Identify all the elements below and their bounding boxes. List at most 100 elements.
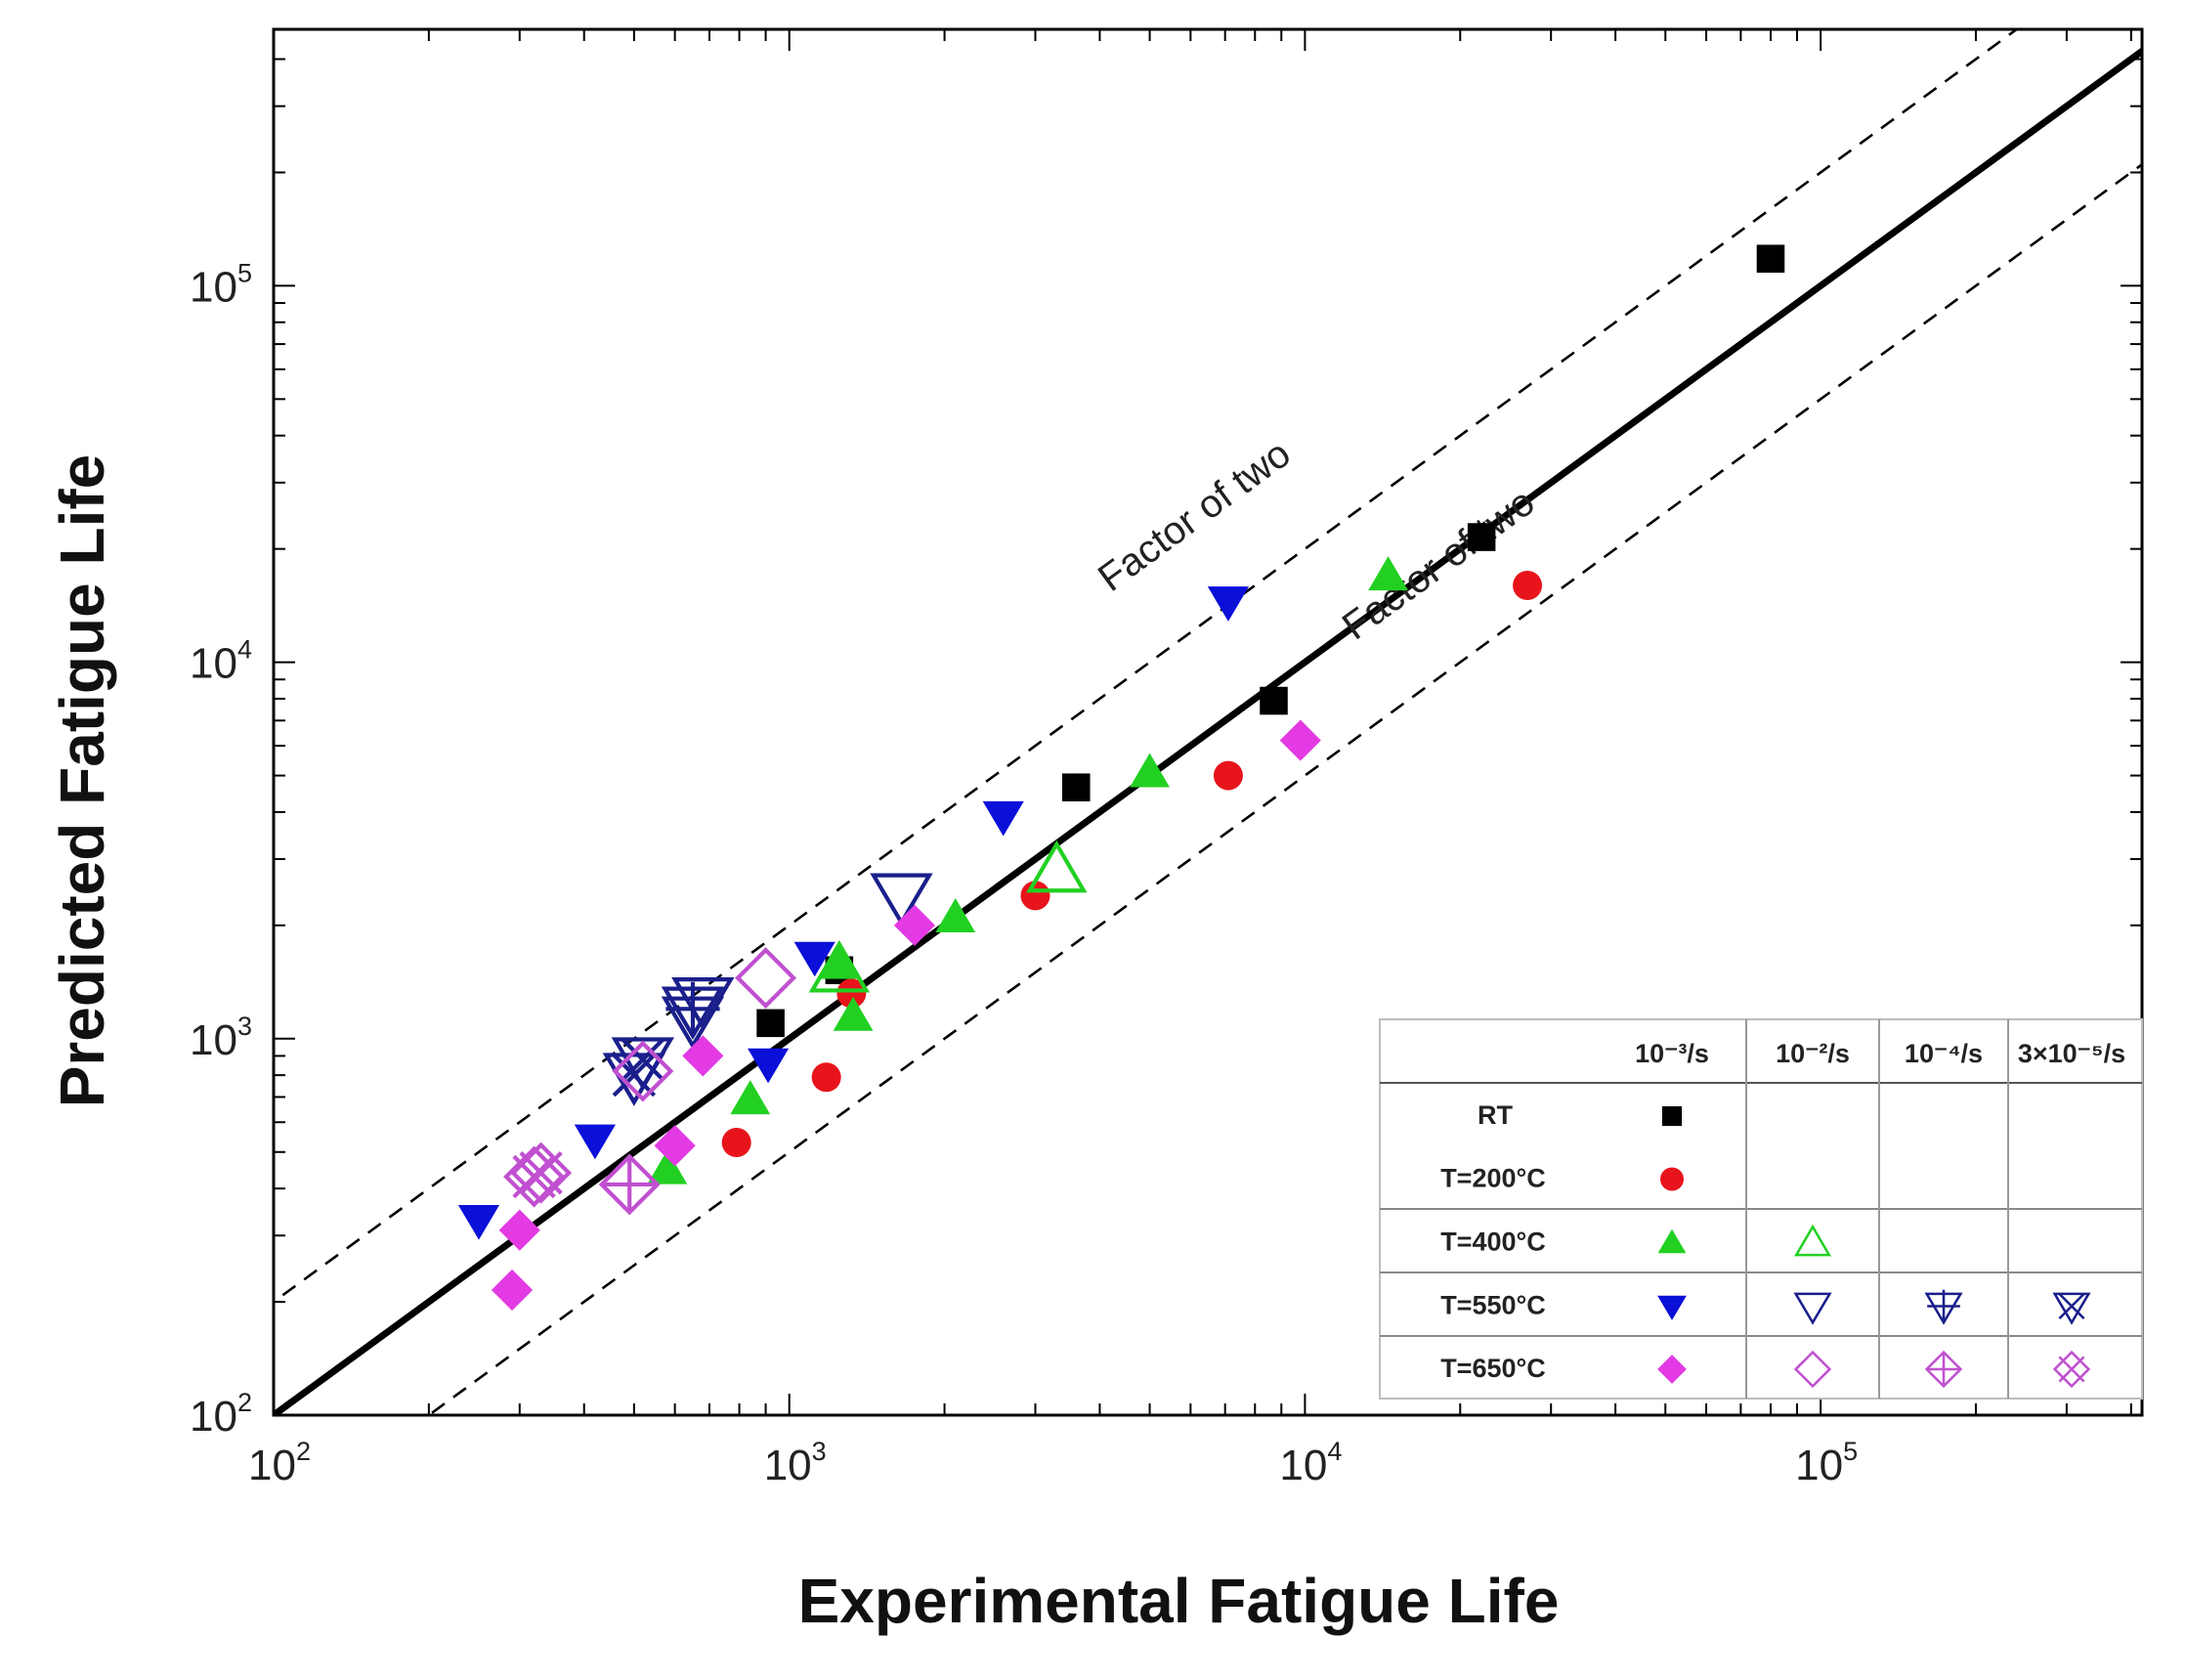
triangle-down-shape xyxy=(870,873,933,927)
series-T200C-10 xyxy=(721,570,1543,1158)
circle-shape xyxy=(1020,881,1050,911)
series-T650C-10 xyxy=(491,719,1321,1312)
data-point xyxy=(756,1009,785,1038)
triangle-down-shape xyxy=(748,1048,790,1084)
data-point xyxy=(1513,570,1543,600)
data-point xyxy=(833,996,874,1031)
data-point xyxy=(647,1149,688,1185)
y-tick-label: 102 xyxy=(190,1388,252,1441)
legend-marker xyxy=(1924,1289,1963,1325)
triangle-up-shape xyxy=(935,897,976,932)
diamond-shape xyxy=(598,1153,661,1216)
triangle-down-shape xyxy=(1207,586,1249,622)
legend-row-label: T=400°C xyxy=(1440,1228,1546,1257)
data-point xyxy=(1467,523,1496,551)
triangle-down-shape xyxy=(982,800,1024,837)
x-tick-label: 104 xyxy=(1279,1437,1342,1489)
triangle-up-shape xyxy=(647,1149,688,1185)
square-shape xyxy=(1260,686,1288,715)
triangle-down-shape xyxy=(2052,1292,2091,1325)
legend: 10⁻³/s 10⁻²/s 10⁻⁴/s 3×10⁻⁵/s RT T=200°C T=400… xyxy=(1379,1018,2143,1400)
plot-frame xyxy=(272,27,2144,1417)
legend-column-header: 10⁻³/s xyxy=(1635,1039,1709,1068)
diamond-shape xyxy=(2052,1350,2091,1389)
diamond-shape xyxy=(612,1040,674,1102)
data-point xyxy=(1368,556,1408,591)
legend-marker xyxy=(1793,1292,1832,1325)
legend-column-header: 10⁻⁴/s xyxy=(1905,1039,1983,1068)
triangle-down-shape xyxy=(793,941,836,977)
diamond-shape xyxy=(503,1145,566,1208)
legend-row-label: T=650°C xyxy=(1440,1354,1546,1383)
data-point xyxy=(793,941,836,977)
diamond-shape xyxy=(498,1209,540,1251)
annotation-lower-factor-of-two: Factor of two xyxy=(1335,480,1543,648)
diamond-shape xyxy=(1279,719,1321,761)
data-point xyxy=(836,978,867,1009)
plot-border xyxy=(272,27,2144,1417)
data-point xyxy=(730,1080,771,1115)
legend-marker xyxy=(1660,1167,1684,1191)
data-point xyxy=(735,947,797,1010)
data-point xyxy=(808,939,871,993)
axis-titles: Experimental Fatigue Life Predicted Fati… xyxy=(47,454,1559,1636)
triangle-up-shape xyxy=(1026,840,1088,893)
square-shape xyxy=(1061,773,1091,801)
triangle-up-shape xyxy=(730,1080,771,1115)
axis-ticks: 102 103 104 105 102 103 104 105 xyxy=(190,29,2142,1489)
data-point xyxy=(612,1040,674,1102)
data-point xyxy=(819,944,860,979)
triangle-up-shape xyxy=(1793,1224,1832,1257)
data-point xyxy=(654,1125,696,1167)
circle-shape xyxy=(721,1128,751,1158)
data-point xyxy=(498,1209,540,1251)
legend-marker xyxy=(2052,1292,2091,1325)
data-point xyxy=(1260,686,1288,715)
x-axis-title: Experimental Fatigue Life xyxy=(798,1566,1560,1636)
cross-b xyxy=(2058,1293,2085,1319)
triangle-down-shape xyxy=(574,1124,616,1160)
circle-shape xyxy=(1660,1167,1684,1191)
legend-marker xyxy=(1661,1105,1683,1127)
diamond-shape xyxy=(1924,1350,1963,1389)
circle-shape xyxy=(836,978,867,1009)
diamond-shape xyxy=(1657,1355,1687,1384)
upper-factor-of-two-line xyxy=(274,29,2019,1304)
data-point xyxy=(457,1204,500,1240)
circle-shape xyxy=(1513,570,1543,600)
series-T550C-10 xyxy=(661,981,725,1041)
annotation-upper-factor-of-two: Factor of two xyxy=(1091,432,1299,600)
triangle-down-shape xyxy=(1657,1295,1687,1320)
legend-marker xyxy=(2052,1350,2091,1389)
legend-column-header: 10⁻²/s xyxy=(1776,1039,1850,1068)
data-points xyxy=(457,244,1785,1312)
data-point xyxy=(1207,586,1249,622)
diamond-shape xyxy=(682,1035,724,1077)
x-tick-label: 102 xyxy=(248,1437,311,1489)
data-point xyxy=(602,1053,666,1106)
data-point xyxy=(574,1124,616,1160)
data-point xyxy=(721,1128,751,1158)
square-shape xyxy=(1467,523,1496,551)
data-point xyxy=(1130,753,1170,788)
circle-shape xyxy=(1213,760,1243,791)
legend-row-label: T=550°C xyxy=(1440,1291,1546,1320)
diamond-shape xyxy=(510,1142,573,1204)
perfect-agreement-line xyxy=(274,47,2142,1415)
data-point xyxy=(982,800,1024,837)
data-point xyxy=(1213,760,1243,791)
data-point xyxy=(1279,719,1321,761)
data-point xyxy=(870,873,933,927)
y-tick-label: 103 xyxy=(190,1012,252,1064)
series-T400C-10 xyxy=(808,840,1088,993)
triangle-up-shape xyxy=(819,944,860,979)
circle-shape xyxy=(811,1062,841,1093)
cross-b xyxy=(612,1053,657,1098)
data-point xyxy=(935,897,976,932)
series-T550C-10 xyxy=(457,586,1249,1240)
data-point xyxy=(510,1142,573,1204)
data-point xyxy=(893,904,936,946)
